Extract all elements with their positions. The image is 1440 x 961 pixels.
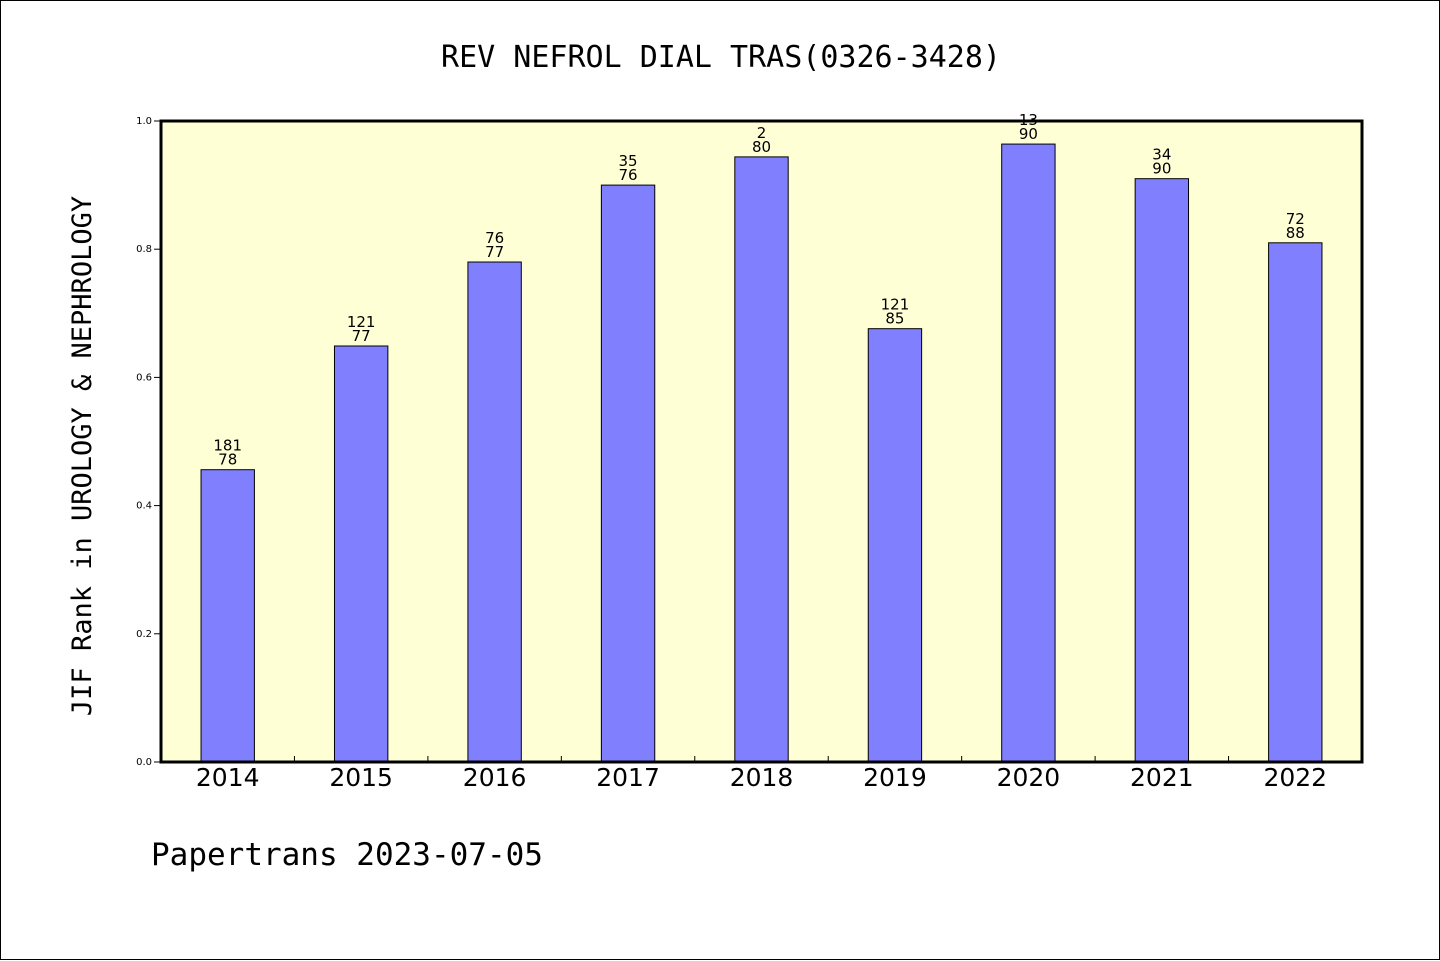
x-tick-label: 2014 [196, 763, 260, 792]
bar-rank-label: 35 [619, 152, 638, 170]
footer-note: Papertrans 2023-07-05 [151, 837, 543, 873]
bar-2020 [1001, 143, 1056, 763]
bar-2019 [867, 328, 923, 763]
y-tick-label: 0.2 [136, 629, 152, 640]
chart-title: REV NEFROL DIAL TRAS(0326-3428) [441, 40, 1001, 75]
bar-rank-label: 121 [881, 296, 910, 314]
y-tick-label: 1.0 [136, 116, 152, 127]
bar-2022 [1268, 242, 1323, 763]
bar-total-label: 77 [352, 327, 371, 345]
bar-rank-label: 72 [1286, 210, 1305, 228]
bar-2015 [333, 345, 389, 763]
y-tick-label: 0.0 [136, 757, 152, 768]
x-tick-label: 2022 [1263, 763, 1327, 792]
ticks-layer: 0.0 0.2 0.4 0.6 0.8 1.0 2014 2015 2016 2017 2018 20… [136, 116, 1327, 792]
bar-rank-label: 76 [485, 229, 504, 247]
x-tick-label: 2015 [329, 763, 393, 792]
bar-2021 [1134, 178, 1190, 763]
x-tick-label: 2017 [596, 763, 660, 792]
bar-rank-label: 181 [213, 437, 242, 455]
bar-total-label: 90 [1152, 160, 1171, 178]
bar-2018 [734, 156, 789, 763]
bar-rank-label: 2 [757, 124, 767, 142]
y-tick-label: 0.6 [136, 372, 152, 383]
bar-total-label: 78 [218, 451, 237, 469]
bar-total-label: 90 [1019, 125, 1038, 143]
bar-rank-label: 34 [1152, 146, 1171, 164]
x-tick-label: 2019 [863, 763, 927, 792]
x-tick-label: 2021 [1130, 763, 1194, 792]
y-tick-label: 0.4 [136, 501, 152, 512]
x-tick-label: 2020 [997, 763, 1061, 792]
y-tick-label: 0.8 [136, 244, 152, 255]
bar-2017 [600, 184, 656, 763]
bar-2014 [200, 469, 255, 763]
y-axis-label: JIF Rank in UROLOGY & NEPHROLOGY [67, 196, 98, 716]
x-tick-label: 2018 [730, 763, 794, 792]
bar-total-label: 80 [752, 138, 771, 156]
bar-total-label: 85 [885, 310, 904, 328]
bar-total-label: 88 [1286, 224, 1305, 242]
bar-2016 [467, 261, 522, 763]
bar-total-label: 76 [619, 166, 638, 184]
bar-rank-label: 121 [347, 313, 376, 331]
x-tick-label: 2016 [463, 763, 527, 792]
plot-border [159, 119, 1364, 764]
bar-total-label: 77 [485, 243, 504, 261]
